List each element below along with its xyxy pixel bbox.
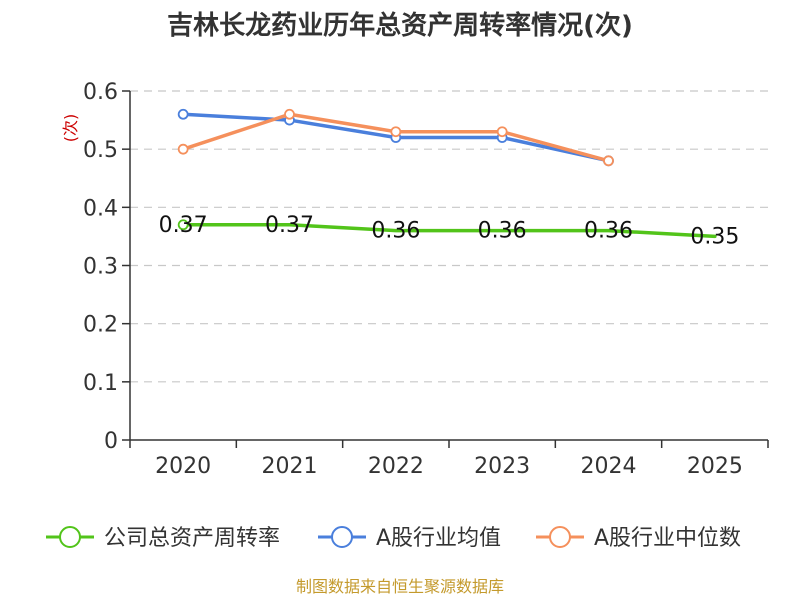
series-2-point <box>177 143 189 155</box>
y-tick-label: 0.4 <box>83 196 118 221</box>
x-tick-label: 2020 <box>155 454 211 479</box>
series-2-point <box>390 126 402 138</box>
legend-entry-label: A股行业均值 <box>376 526 501 551</box>
y-tick-label: 0.6 <box>83 80 118 105</box>
y-tick-label: 0.5 <box>83 138 118 163</box>
data-label: 0.35 <box>690 224 739 249</box>
data-label: 0.37 <box>265 213 314 238</box>
series-2-point <box>603 155 614 167</box>
legend-entry-label: A股行业中位数 <box>594 526 741 551</box>
x-tick-label: 2023 <box>474 454 530 479</box>
series-2-point <box>496 126 508 138</box>
data-label: 0.36 <box>478 219 527 244</box>
y-tick-label: 0 <box>104 429 118 454</box>
series-lines <box>177 108 717 239</box>
x-tick-label: 2025 <box>687 454 743 479</box>
legend: 公司总资产周转率 A股行业均值 A股行业中位数 <box>46 526 741 551</box>
legend-entry-label: 公司总资产周转率 <box>104 526 280 551</box>
series-0-point <box>177 219 189 231</box>
series-line-0 <box>181 223 717 239</box>
series-2-point <box>284 108 295 120</box>
data-label: 0.36 <box>584 219 633 244</box>
y-tick-label: 0.2 <box>83 313 118 338</box>
x-tick-label: 2022 <box>368 454 424 479</box>
y-axis-unit-label: (次) <box>61 114 80 143</box>
data-source-note: 制图数据来自恒生聚源数据库 <box>296 577 504 596</box>
x-tick-label: 2021 <box>262 454 318 479</box>
x-tick-label: 2024 <box>581 454 637 479</box>
y-tick-label: 0.3 <box>83 255 118 280</box>
axes: 0 0.1 0.2 0.3 0.4 0.5 0.6 2020 2021 2022 2023 2024 2… <box>83 80 769 479</box>
legend-swatch-marker <box>331 526 353 548</box>
data-label: 0.36 <box>371 219 420 244</box>
chart-title: 吉林长龙药业历年总资产周转率情况(次) <box>167 10 633 41</box>
y-tick-label: 0.1 <box>83 371 118 396</box>
legend-swatch-marker <box>59 526 81 548</box>
legend-swatch-marker <box>549 526 571 548</box>
series-1-point <box>177 108 189 120</box>
data-labels: 0.37 0.37 0.36 0.36 0.36 0.35 <box>159 213 740 250</box>
data-label: 0.37 <box>159 213 208 238</box>
